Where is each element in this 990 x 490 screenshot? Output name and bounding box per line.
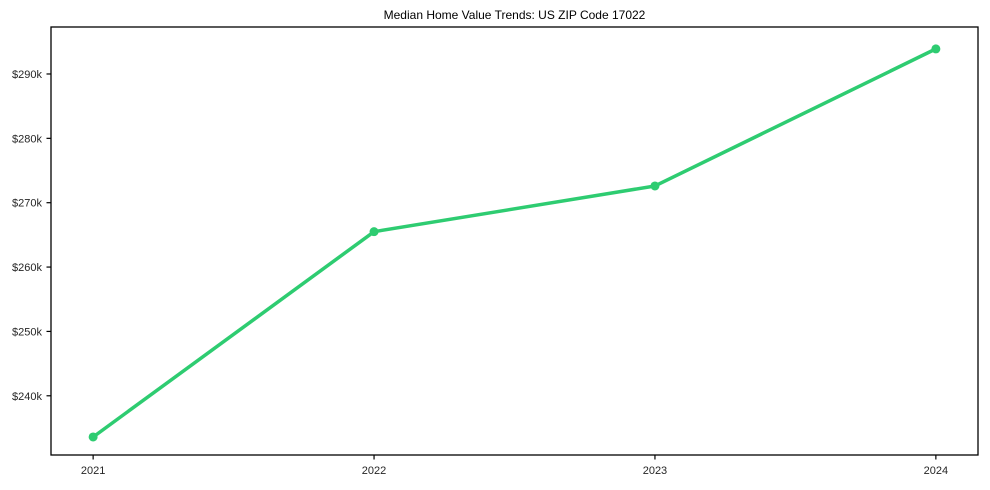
x-tick-label: 2021 — [81, 465, 105, 477]
y-tick-label: $270k — [12, 198, 42, 210]
data-point-marker — [650, 181, 660, 191]
data-point-marker — [931, 44, 941, 54]
x-tick-label: 2023 — [643, 465, 667, 477]
y-tick-label: $250k — [12, 326, 42, 338]
data-point-marker — [88, 432, 98, 442]
trend-line — [91, 47, 938, 439]
data-point-marker — [369, 227, 379, 237]
x-tick-label: 2022 — [362, 465, 386, 477]
chart-title: Median Home Value Trends: US ZIP Code 17… — [383, 8, 646, 22]
y-tick-label: $240k — [12, 391, 42, 403]
y-tick-label: $280k — [12, 133, 42, 145]
x-tick-label: 2024 — [924, 465, 948, 477]
y-tick-label: $290k — [12, 69, 42, 81]
plot-border — [50, 26, 979, 456]
y-tick-label: $260k — [12, 262, 42, 274]
